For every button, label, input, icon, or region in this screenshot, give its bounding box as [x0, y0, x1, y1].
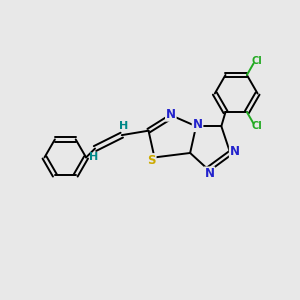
Text: N: N	[166, 108, 176, 121]
Text: H: H	[118, 121, 128, 131]
Text: N: N	[204, 167, 214, 180]
Text: S: S	[147, 154, 156, 167]
Text: H: H	[89, 152, 98, 162]
Text: Cl: Cl	[251, 56, 262, 66]
Text: Cl: Cl	[251, 121, 262, 131]
Text: N: N	[230, 145, 240, 158]
Text: N: N	[193, 118, 202, 131]
